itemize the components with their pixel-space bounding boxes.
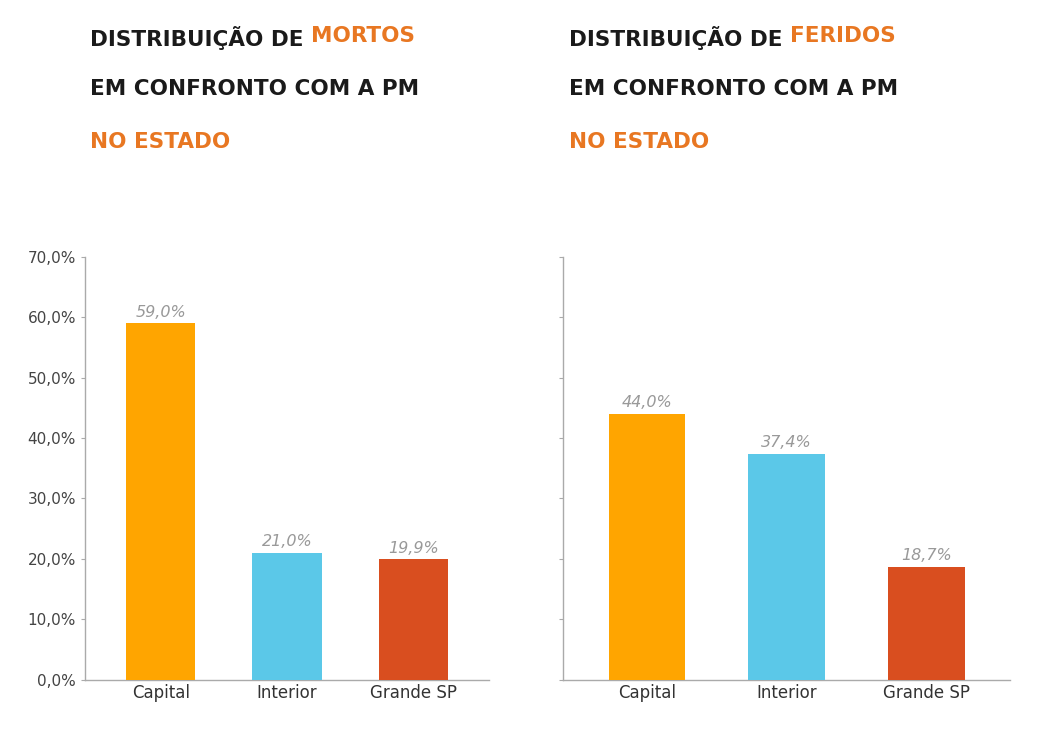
Text: EM CONFRONTO COM A PM: EM CONFRONTO COM A PM xyxy=(569,79,898,99)
Text: FERIDOS: FERIDOS xyxy=(790,26,895,46)
Text: NO ESTADO: NO ESTADO xyxy=(569,132,709,152)
Bar xyxy=(378,559,448,680)
Bar xyxy=(888,566,964,680)
Text: 19,9%: 19,9% xyxy=(388,541,439,556)
Bar xyxy=(748,454,825,680)
Bar xyxy=(126,323,196,680)
Text: DISTRIBUIÇÃO DE: DISTRIBUIÇÃO DE xyxy=(569,26,790,51)
Text: 18,7%: 18,7% xyxy=(900,548,951,563)
Text: 44,0%: 44,0% xyxy=(622,395,673,410)
Text: 37,4%: 37,4% xyxy=(761,435,812,450)
Text: EM CONFRONTO COM A PM: EM CONFRONTO COM A PM xyxy=(90,79,420,99)
Text: NO ESTADO: NO ESTADO xyxy=(90,132,231,152)
Bar xyxy=(252,553,322,680)
Text: 21,0%: 21,0% xyxy=(261,534,313,549)
Text: DISTRIBUIÇÃO DE: DISTRIBUIÇÃO DE xyxy=(90,26,311,51)
Text: 59,0%: 59,0% xyxy=(135,304,186,319)
Bar xyxy=(609,414,686,680)
Text: MORTOS: MORTOS xyxy=(311,26,416,46)
